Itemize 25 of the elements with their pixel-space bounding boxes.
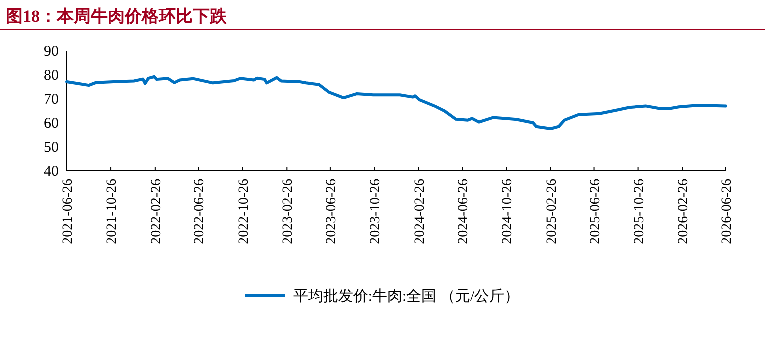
x-tick-label: 2022-06-26 bbox=[192, 179, 208, 244]
y-tick-label: 80 bbox=[44, 68, 59, 84]
x-tick-label: 2022-10-26 bbox=[236, 179, 252, 244]
x-tick-label: 2023-06-26 bbox=[324, 179, 340, 244]
line-series bbox=[66, 75, 728, 130]
x-tick-label: 2024-10-26 bbox=[500, 179, 516, 244]
x-tick-label: 2024-06-26 bbox=[456, 179, 472, 244]
x-tick-label: 2025-10-26 bbox=[632, 179, 648, 244]
y-tick-label: 50 bbox=[44, 140, 59, 156]
y-tick-label: 60 bbox=[44, 116, 59, 132]
y-tick-label: 90 bbox=[44, 44, 59, 60]
x-tick-label: 2026-02-26 bbox=[676, 179, 692, 244]
x-tick-label: 2026-06-26 bbox=[720, 179, 735, 244]
y-tick-label: 40 bbox=[44, 164, 59, 180]
x-tick-label: 2023-02-26 bbox=[281, 179, 296, 244]
chart-title: 图18：本周牛肉价格环比下跌 bbox=[6, 7, 228, 26]
x-tick-label: 2025-02-26 bbox=[544, 179, 560, 244]
x-tick-label: 2023-10-26 bbox=[368, 179, 384, 244]
x-tick-label: 2021-10-26 bbox=[105, 179, 120, 244]
x-tick-label: 2021-06-26 bbox=[61, 179, 76, 244]
x-tick-label: 2025-06-26 bbox=[588, 179, 604, 244]
x-tick-label: 2022-02-26 bbox=[149, 179, 164, 244]
y-tick-label: 70 bbox=[44, 92, 59, 108]
legend-label: 平均批发价:牛肉:全国 （元/公斤） bbox=[293, 288, 520, 305]
x-tick-label: 2024-02-26 bbox=[412, 179, 428, 244]
